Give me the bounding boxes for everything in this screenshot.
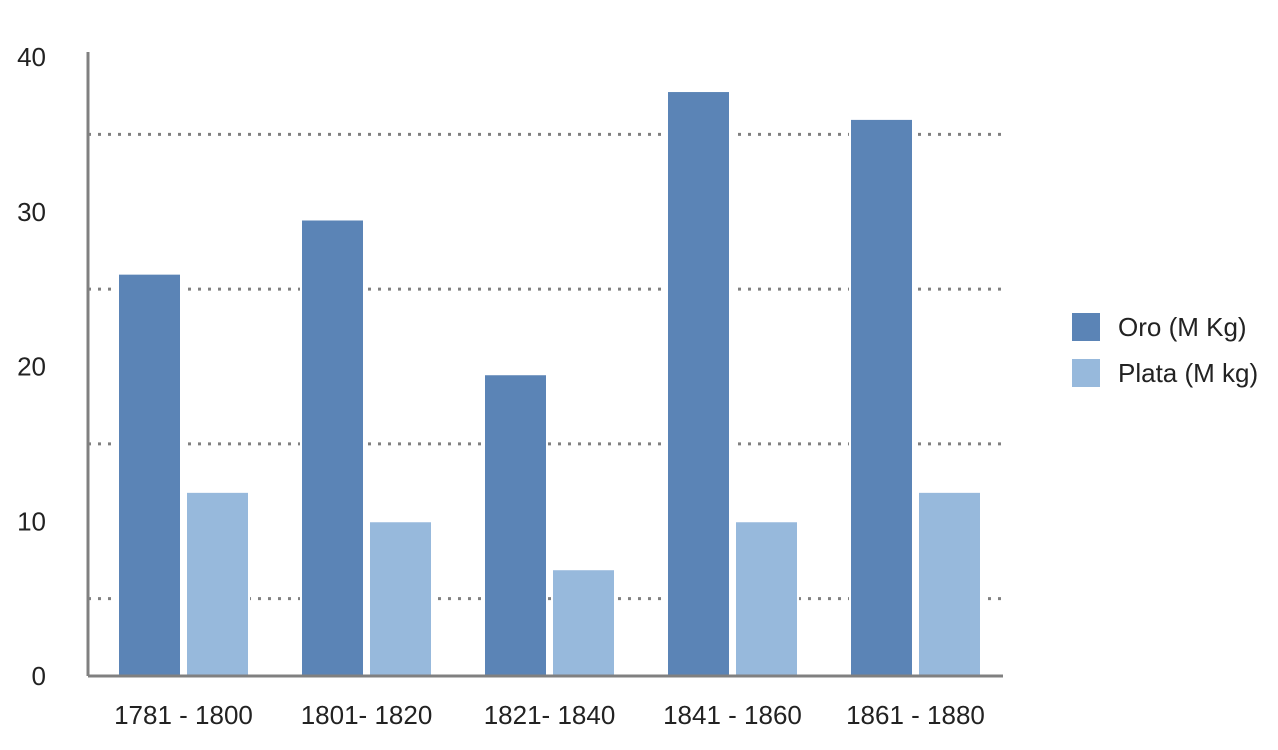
legend-swatch-plata [1072, 359, 1100, 387]
legend-label-oro: Oro (M Kg) [1118, 311, 1247, 342]
y-tick-label: 10 [17, 506, 46, 536]
bar-plata-0 [185, 490, 250, 677]
x-tick-label: 1861 - 1880 [846, 700, 985, 730]
legend-item-plata: Plata (M kg) [1072, 358, 1258, 388]
x-tick-label: 1801- 1820 [301, 700, 433, 730]
bar-oro-2 [483, 373, 548, 677]
y-tick-label: 0 [32, 661, 46, 691]
legend-label-plata: Plata (M kg) [1118, 357, 1259, 388]
bar-plata-3 [734, 520, 799, 677]
y-tick-label: 40 [17, 42, 46, 72]
y-tick-label: 20 [17, 352, 46, 382]
bar-oro-1 [300, 218, 365, 678]
x-tick-label: 1841 - 1860 [663, 700, 802, 730]
x-tick-label: 1781 - 1800 [114, 700, 253, 730]
bar-plata-2 [551, 568, 616, 677]
bars [117, 90, 982, 678]
legend-item-oro: Oro (M Kg) [1072, 312, 1258, 342]
axes [86, 52, 1003, 678]
bar-plata-1 [368, 520, 433, 677]
legend-swatch-oro [1072, 313, 1100, 341]
x-tick-labels: 1781 - 1800 1801- 1820 1821- 1840 1841 - 18… [114, 700, 985, 730]
bar-oro-3 [666, 90, 731, 678]
bar-plata-4 [917, 490, 982, 677]
legend: Oro (M Kg) Plata (M kg) [1072, 312, 1258, 404]
bar-oro-0 [117, 272, 182, 677]
y-tick-labels: 0 10 20 30 40 [17, 42, 46, 691]
bar-oro-4 [849, 117, 914, 677]
y-tick-label: 30 [17, 197, 46, 227]
x-tick-label: 1821- 1840 [484, 700, 616, 730]
